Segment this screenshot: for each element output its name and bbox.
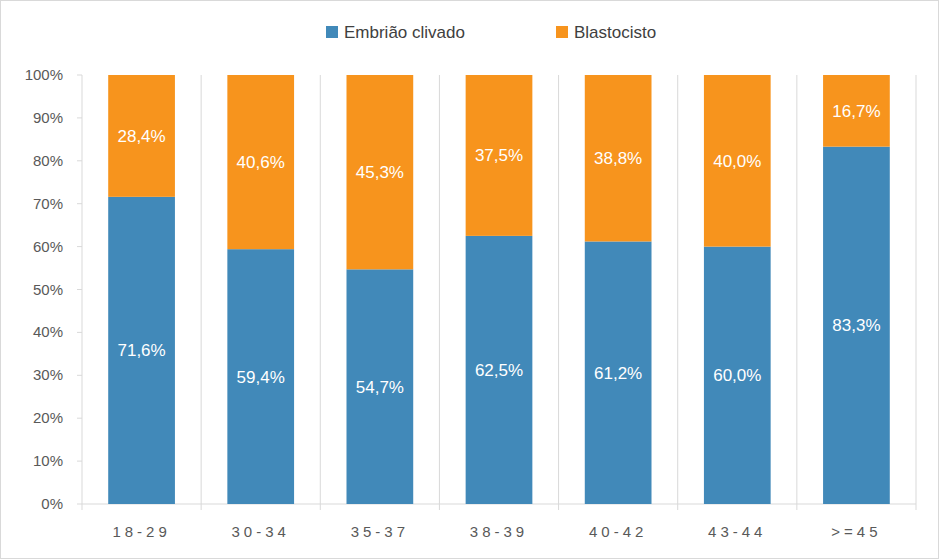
y-tick bbox=[77, 504, 82, 505]
data-label: 54,7% bbox=[356, 378, 404, 397]
data-label: 28,4% bbox=[117, 127, 165, 146]
data-label: 38,8% bbox=[594, 149, 642, 168]
data-label: 40,0% bbox=[713, 152, 761, 171]
bar-segment bbox=[823, 75, 890, 147]
bars bbox=[108, 75, 890, 504]
bar-segment bbox=[823, 147, 890, 504]
bar-segment bbox=[466, 75, 533, 236]
x-tick-label: 38-39 bbox=[470, 523, 528, 540]
bar-segment bbox=[346, 75, 413, 269]
category-separator bbox=[201, 75, 202, 510]
bar-segment bbox=[704, 247, 771, 504]
y-tick-label: 60% bbox=[33, 238, 63, 255]
x-tick-label: 40-42 bbox=[589, 523, 647, 540]
y-tick bbox=[77, 332, 82, 333]
x-tick-label: 43-44 bbox=[708, 523, 766, 540]
legend-swatch bbox=[326, 26, 338, 38]
data-label: 61,2% bbox=[594, 364, 642, 383]
x-tick-label: 35-37 bbox=[351, 523, 409, 540]
y-tick-label: 40% bbox=[33, 323, 63, 340]
legend-label: Blastocisto bbox=[574, 23, 656, 42]
category-separator bbox=[558, 75, 559, 510]
y-tick-label: 90% bbox=[33, 109, 63, 126]
category-separator bbox=[320, 75, 321, 510]
data-label: 59,4% bbox=[237, 368, 285, 387]
data-label: 37,5% bbox=[475, 146, 523, 165]
data-label: 62,5% bbox=[475, 361, 523, 380]
category-separator bbox=[82, 75, 83, 510]
data-label: 40,6% bbox=[237, 153, 285, 172]
y-tick bbox=[77, 418, 82, 419]
y-tick-label: 50% bbox=[33, 281, 63, 298]
y-tick bbox=[77, 246, 82, 247]
legend-label: Embrião clivado bbox=[344, 23, 465, 42]
chart: 0% 10% 20% 30% 40% 50% 60% 70% 80% 90% 100% 71,6% 28… bbox=[0, 0, 939, 559]
category-separator bbox=[796, 75, 797, 510]
data-label: 60,0% bbox=[713, 366, 761, 385]
bar-segment bbox=[585, 241, 652, 504]
data-label: 45,3% bbox=[356, 163, 404, 182]
bar-segment bbox=[704, 75, 771, 247]
y-tick bbox=[77, 289, 82, 290]
legend-swatch bbox=[556, 26, 568, 38]
y-tick-label: 30% bbox=[33, 366, 63, 383]
data-label: 16,7% bbox=[832, 102, 880, 121]
y-tick bbox=[77, 203, 82, 204]
y-tick-label: 100% bbox=[25, 66, 63, 83]
bar-segment bbox=[108, 75, 175, 197]
category-separator bbox=[439, 75, 440, 510]
x-tick-label: 30-34 bbox=[232, 523, 290, 540]
y-tick-label: 20% bbox=[33, 409, 63, 426]
y-tick bbox=[77, 461, 82, 462]
y-tick bbox=[77, 160, 82, 161]
bar-segment bbox=[466, 236, 533, 504]
category-separator bbox=[916, 75, 917, 510]
x-tick-label: >=45 bbox=[831, 523, 881, 540]
y-tick-label: 0% bbox=[41, 495, 63, 512]
y-tick-label: 10% bbox=[33, 452, 63, 469]
y-tick-label: 70% bbox=[33, 195, 63, 212]
data-label: 83,3% bbox=[832, 316, 880, 335]
chart-border bbox=[1, 1, 939, 559]
category-separator bbox=[677, 75, 678, 510]
data-label: 71,6% bbox=[117, 341, 165, 360]
y-tick-label: 80% bbox=[33, 152, 63, 169]
bar-segment bbox=[346, 269, 413, 504]
y-tick bbox=[77, 75, 82, 76]
bar-segment bbox=[227, 75, 294, 249]
bar-segment bbox=[585, 75, 652, 241]
bar-segment bbox=[108, 197, 175, 504]
x-tick-label: 18-29 bbox=[112, 523, 170, 540]
y-tick bbox=[77, 117, 82, 118]
bar-segment bbox=[227, 249, 294, 504]
y-tick bbox=[77, 375, 82, 376]
